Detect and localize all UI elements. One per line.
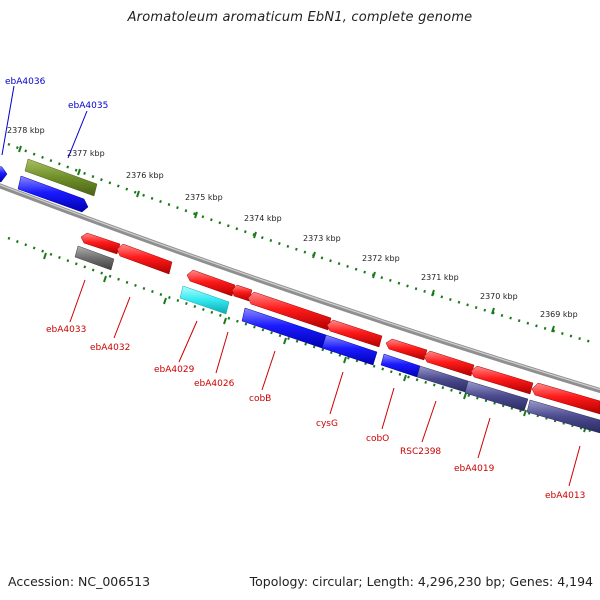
inner-ruler-major-ticks <box>43 252 587 433</box>
ruler-label-2376: 2376 kbp <box>126 171 164 180</box>
gene-olive-block[interactable] <box>24 158 98 197</box>
gene-ebA4033[interactable] <box>74 245 115 271</box>
gene-ebA4029[interactable] <box>179 285 230 315</box>
gene-red-3[interactable] <box>247 291 332 331</box>
gene-ebA4019[interactable] <box>464 380 529 412</box>
gene-label-ebA4036[interactable]: ebA4036 <box>5 77 46 87</box>
gene-ebA4036-arrow[interactable] <box>0 166 8 183</box>
ruler-label-2369: 2369 kbp <box>540 310 578 319</box>
ruler-label-2373: 2373 kbp <box>303 234 341 243</box>
gene-cysG-blue[interactable] <box>321 334 378 366</box>
ruler-label-2378: 2378 kbp <box>7 126 45 135</box>
ruler-label-2372: 2372 kbp <box>362 254 400 263</box>
outer-ruler-major-ticks <box>18 145 555 333</box>
gene-red-7[interactable] <box>470 365 534 395</box>
map-title: Aromatoleum aromaticum EbN1, complete ge… <box>127 10 473 25</box>
gene-leader-lines <box>1 85 581 487</box>
gene-red-5[interactable] <box>385 338 428 361</box>
inner-ruler-arc <box>7 236 596 434</box>
gene-label-ebA4013[interactable]: ebA4013 <box>545 491 585 501</box>
ruler-label-2375: 2375 kbp <box>185 193 223 202</box>
gene-label-ebA4026[interactable]: ebA4026 <box>194 379 235 389</box>
ruler-label-2371: 2371 kbp <box>421 273 459 282</box>
gene-red-2[interactable] <box>186 269 236 297</box>
genome-backbone-highlight <box>0 184 600 391</box>
gene-label-RSC2398[interactable]: RSC2398 <box>400 447 441 457</box>
gene-label-cysG[interactable]: cysG <box>316 419 338 429</box>
gene-red-4[interactable] <box>326 319 383 348</box>
genome-stats: Topology: circular; Length: 4,296,230 bp… <box>249 574 593 589</box>
gene-label-ebA4019[interactable]: ebA4019 <box>454 464 495 474</box>
gene-red-6[interactable] <box>423 350 475 377</box>
gene-ebA4035-arrow[interactable] <box>17 175 89 213</box>
gene-label-ebA4035[interactable]: ebA4035 <box>68 101 108 111</box>
genome-backbone <box>0 183 600 394</box>
ruler-label-2370: 2370 kbp <box>480 292 518 301</box>
gene-red-1[interactable] <box>80 232 121 255</box>
ruler-label-2377: 2377 kbp <box>67 149 105 158</box>
ruler-label-2374: 2374 kbp <box>244 214 282 223</box>
gene-label-ebA4033[interactable]: ebA4033 <box>46 325 86 335</box>
gene-label-cobB[interactable]: cobB <box>249 394 271 404</box>
gene-label-ebA4029[interactable]: ebA4029 <box>154 365 195 375</box>
gene-ebA4032[interactable] <box>116 243 173 275</box>
gene-red-8[interactable] <box>531 382 600 415</box>
accession-text: Accession: NC_006513 <box>8 574 151 589</box>
gene-ebA4026[interactable] <box>231 284 253 302</box>
gene-label-cobO[interactable]: cobO <box>366 434 389 444</box>
gene-ebA4013[interactable] <box>526 399 600 434</box>
gene-label-ebA4032[interactable]: ebA4032 <box>90 343 130 353</box>
